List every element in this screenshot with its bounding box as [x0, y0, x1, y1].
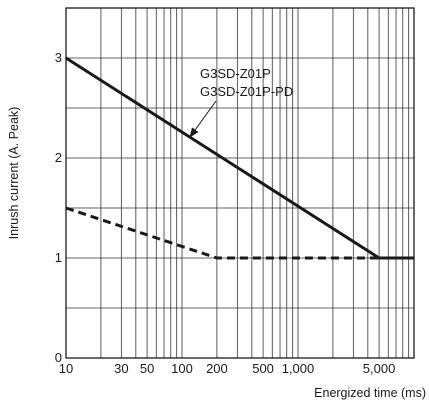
- y-tick-label: 1: [55, 250, 62, 265]
- y-axis-label: Inrush current (A. Peak): [7, 107, 21, 240]
- tick-labels: 10 30 50 100 200 500 1,000 5,000 0 1 2 3: [55, 50, 396, 376]
- annotation-line-2: G3SD-Z01P-PD: [200, 84, 293, 99]
- series-group: [65, 56, 414, 260]
- plot-frame: [65, 7, 415, 359]
- series-annotation: G3SD-Z01P G3SD-Z01P-PD: [189, 66, 293, 138]
- x-tick-label: 50: [140, 361, 154, 376]
- x-axis-label: Energized time (ms): [314, 386, 426, 400]
- x-tick-label: 500: [252, 361, 274, 376]
- dashed-series-line: [65, 206, 414, 260]
- x-tick-label: 5,000: [363, 361, 396, 376]
- annotation-line-1: G3SD-Z01P: [200, 66, 271, 81]
- x-tick-label: 1,000: [282, 361, 315, 376]
- y-tick-label: 3: [55, 50, 62, 65]
- x-tick-label: 200: [206, 361, 228, 376]
- annotation-arrow: [189, 100, 217, 138]
- grid-lines: [66, 8, 414, 358]
- x-tick-label: 30: [114, 361, 128, 376]
- y-tick-label: 2: [55, 150, 62, 165]
- x-tick-label: 100: [171, 361, 193, 376]
- x-tick-label: 10: [59, 361, 73, 376]
- y-tick-label: 0: [55, 350, 62, 365]
